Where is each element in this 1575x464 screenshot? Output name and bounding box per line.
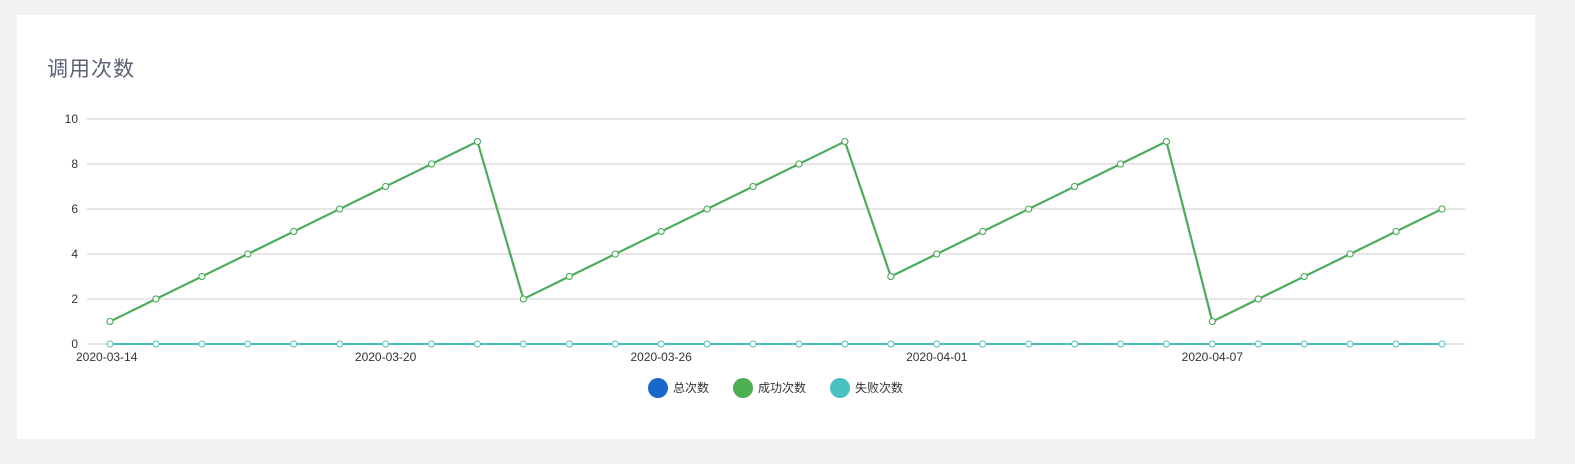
legend-swatch-icon — [733, 378, 753, 398]
legend-swatch-icon — [830, 378, 850, 398]
data-point — [1162, 138, 1170, 145]
data-point — [382, 340, 390, 348]
data-point — [1254, 295, 1262, 303]
data-point — [933, 340, 941, 348]
data-point — [1071, 340, 1079, 348]
data-point — [657, 340, 665, 348]
data-point — [152, 295, 160, 303]
data-point — [979, 340, 987, 348]
data-point — [428, 160, 436, 168]
x-tick-label: 2020-03-20 — [355, 350, 417, 364]
legend[interactable]: 总次数 成功次数 失败次数 — [648, 378, 903, 398]
data-point — [336, 205, 344, 213]
legend-label: 总次数 — [673, 380, 709, 395]
series-line — [109, 140, 1443, 323]
data-point — [1300, 340, 1308, 348]
y-tick-label: 0 — [71, 337, 78, 351]
y-tick-label: 8 — [71, 157, 78, 171]
data-point — [473, 340, 481, 348]
legend-item[interactable]: 失败次数 — [830, 378, 903, 398]
data-point — [1254, 340, 1262, 348]
data-point — [519, 295, 527, 303]
data-point — [336, 340, 344, 348]
data-point — [198, 340, 206, 348]
data-point — [244, 340, 252, 348]
y-tick-label: 6 — [71, 202, 78, 216]
data-point — [1346, 340, 1354, 348]
data-point — [1116, 160, 1124, 168]
data-point — [1025, 205, 1033, 213]
data-point — [979, 228, 987, 235]
data-point — [565, 340, 573, 348]
legend-swatch-icon — [648, 378, 668, 398]
chart-card: 调用次数 — [17, 15, 1535, 439]
data-point — [703, 340, 711, 348]
data-point — [795, 340, 803, 348]
data-point — [749, 340, 757, 348]
series-2 — [106, 340, 1446, 348]
data-point — [1162, 340, 1170, 348]
series-lines — [106, 138, 1446, 348]
data-point — [611, 340, 619, 348]
data-point — [106, 318, 114, 325]
data-point — [1438, 340, 1446, 348]
data-point — [611, 250, 619, 258]
data-point — [290, 228, 298, 235]
x-tick-label: 2020-04-01 — [906, 350, 968, 364]
legend-item[interactable]: 总次数 — [648, 378, 709, 398]
data-point — [1346, 250, 1354, 258]
data-point — [841, 138, 849, 145]
data-point — [841, 340, 849, 348]
series-0 — [106, 138, 1446, 325]
data-point — [565, 273, 573, 280]
legend-label: 失败次数 — [855, 380, 903, 395]
data-point — [519, 340, 527, 348]
card-title: 调用次数 — [47, 58, 135, 81]
series-line — [109, 140, 1443, 323]
data-point — [933, 250, 941, 258]
data-point — [1208, 318, 1216, 325]
data-point — [244, 250, 252, 258]
y-tick-label: 10 — [65, 112, 79, 126]
data-point — [428, 340, 436, 348]
series-1 — [106, 138, 1446, 325]
data-point — [657, 228, 665, 235]
x-tick-label: 2020-04-07 — [1182, 350, 1244, 364]
data-point — [1071, 183, 1079, 190]
data-point — [106, 340, 114, 348]
data-point — [1438, 205, 1446, 213]
legend-label: 成功次数 — [758, 380, 806, 395]
data-point — [473, 138, 481, 145]
data-point — [152, 340, 160, 348]
data-point — [795, 160, 803, 168]
x-tick-label: 2020-03-26 — [630, 350, 692, 364]
x-tick-label: 2020-03-14 — [76, 350, 138, 364]
y-tick-label: 4 — [71, 247, 78, 261]
data-point — [1392, 340, 1400, 348]
data-point — [1025, 340, 1033, 348]
data-point — [703, 205, 711, 213]
data-point — [887, 273, 895, 280]
data-point — [1300, 273, 1308, 280]
y-axis-ticks: 0 2 4 6 8 10 — [65, 112, 79, 351]
data-point — [1208, 340, 1216, 348]
data-point — [749, 183, 757, 190]
x-axis-ticks: 2020-03-14 2020-03-20 2020-03-26 2020-04-01… — [76, 350, 1243, 364]
data-point — [382, 183, 390, 190]
legend-item[interactable]: 成功次数 — [733, 378, 806, 398]
data-point — [887, 340, 895, 348]
data-point — [1116, 340, 1124, 348]
data-point — [198, 273, 206, 280]
data-point — [290, 340, 298, 348]
data-point — [1392, 228, 1400, 235]
y-tick-label: 2 — [71, 292, 78, 306]
